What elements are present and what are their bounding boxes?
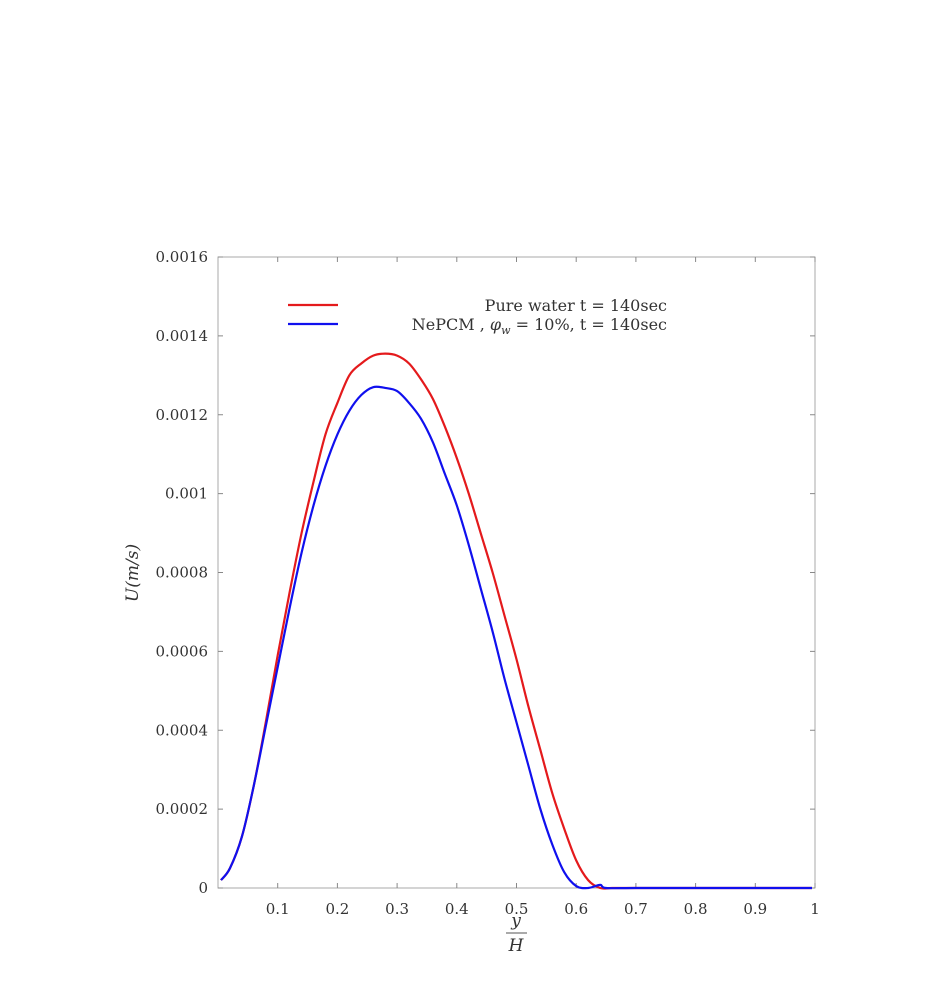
y-tick-label: 0 (198, 879, 208, 897)
y-tick-label: 0.0012 (156, 406, 209, 424)
x-tick-label: 0.5 (505, 900, 529, 918)
legend-label-nepcm-phi: φ (490, 315, 502, 334)
x-tick-label: 0.6 (564, 900, 588, 918)
x-axis: 0.1 0.2 0.3 0.4 0.5 0.6 0.7 0.8 0.9 1 (266, 257, 820, 918)
x-tick-label: 0.7 (624, 900, 648, 918)
x-axis-label-denominator: H (508, 936, 525, 956)
y-tick-label: 0.0016 (156, 248, 209, 266)
legend: Pure water t = 140sec NePCM , φw = 10%, … (288, 296, 667, 337)
y-axis-label: U(m/s) (123, 544, 143, 602)
series-layer (220, 352, 813, 890)
y-tick-label: 0.0002 (156, 800, 209, 818)
y-tick-label: 0.0014 (156, 327, 209, 345)
y-tick-label: 0.001 (165, 485, 208, 503)
legend-label-nepcm-prefix: NePCM , (412, 315, 490, 334)
x-axis-label-numerator: y (510, 911, 521, 931)
x-tick-label: 0.9 (743, 900, 767, 918)
y-tick-label: 0.0004 (156, 721, 209, 739)
x-tick-label: 0.3 (385, 900, 409, 918)
legend-label-nepcm: NePCM , φw = 10%, t = 140sec (412, 315, 667, 337)
x-tick-label: 0.8 (684, 900, 708, 918)
legend-label-pure-water: Pure water t = 140sec (485, 296, 667, 315)
x-tick-label: 1 (810, 900, 820, 918)
plot-frame (217, 256, 816, 889)
legend-label-nepcm-sub: w (501, 324, 511, 337)
series-line-nepcm (220, 385, 813, 890)
series-line-pure-water (220, 352, 813, 890)
x-tick-label: 0.2 (325, 900, 349, 918)
legend-label-nepcm-suffix: = 10%, t = 140sec (511, 315, 668, 334)
y-axis: 0 0.0002 0.0004 0.0006 0.0008 0.001 0.0012 0.00… (156, 248, 815, 897)
y-tick-label: 0.0008 (156, 564, 209, 582)
y-tick-label: 0.0006 (156, 642, 209, 660)
x-tick-label: 0.1 (266, 900, 290, 918)
x-tick-label: 0.4 (445, 900, 469, 918)
x-axis-label: y H (506, 911, 527, 956)
